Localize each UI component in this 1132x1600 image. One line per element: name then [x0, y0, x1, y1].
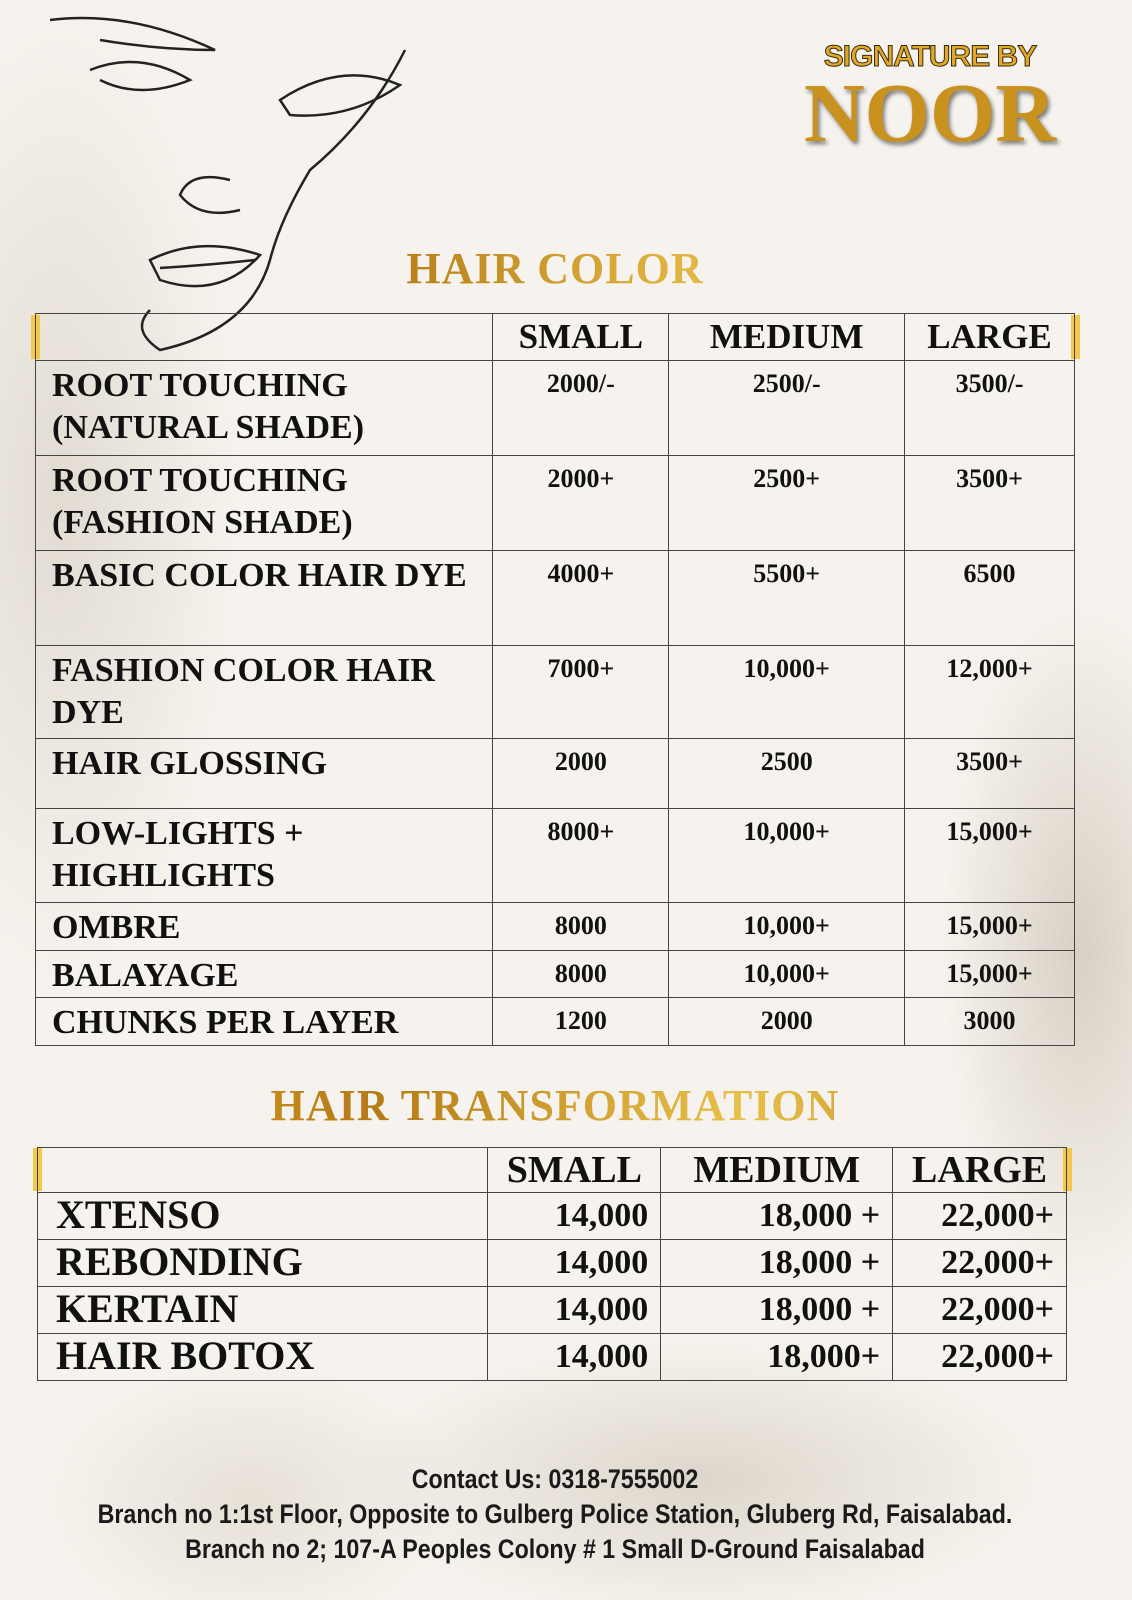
- table-header: SMALL MEDIUM LARGE: [34, 313, 1075, 361]
- price-medium: 18,000 +: [660, 1239, 894, 1287]
- table-row: ROOT TOUCHING (FASHION SHADE) 2000+ 2500+ 3…: [34, 455, 1075, 551]
- price-large: 3500+: [904, 738, 1075, 809]
- column-header-small: SMALL: [487, 1147, 662, 1193]
- service-name: HAIR BOTOX: [36, 1333, 489, 1381]
- price-large: 3000: [904, 997, 1075, 1046]
- service-name: ROOT TOUCHING (FASHION SHADE): [34, 455, 494, 551]
- price-large: 3500/-: [904, 360, 1075, 456]
- branch-1-address: Branch no 1:1st Floor, Opposite to Gulbe…: [97, 1499, 1013, 1529]
- price-medium: 2500/-: [668, 360, 906, 456]
- table-row: ROOT TOUCHING (NATURAL SHADE) 2000/- 2500/…: [34, 360, 1075, 456]
- price-medium: 2000: [668, 997, 906, 1046]
- price-small: 4000+: [492, 550, 670, 646]
- brand-logo: SIGNATURE BY NOOR: [785, 40, 1075, 190]
- service-name: REBONDING: [36, 1239, 489, 1287]
- table-row: CHUNKS PER LAYER 1200 2000 3000: [34, 997, 1075, 1046]
- header-empty: [36, 1147, 489, 1193]
- price-small: 7000+: [492, 645, 670, 739]
- accent-bar: [1063, 1148, 1072, 1191]
- accent-bar: [1071, 315, 1080, 359]
- table-row: LOW-LIGHTS + HIGHLIGHTS 8000+ 10,000+ 15,00…: [34, 808, 1075, 903]
- service-name: KERTAIN: [36, 1286, 489, 1334]
- table-row: KERTAIN 14,000 18,000 +22,000+: [36, 1286, 1067, 1334]
- column-header-large: LARGE: [904, 313, 1075, 361]
- price-medium: 2500+: [668, 455, 906, 551]
- price-small: 14,000: [487, 1192, 662, 1240]
- price-medium: 18,000 +: [660, 1286, 894, 1334]
- price-medium: 10,000+: [668, 950, 906, 998]
- table-row: FASHION COLOR HAIR DYE 7000+ 10,000+ 12,000…: [34, 645, 1075, 739]
- service-name: FASHION COLOR HAIR DYE: [34, 645, 494, 739]
- service-name: BASIC COLOR HAIR DYE: [34, 550, 494, 646]
- price-medium: 18,000+: [660, 1333, 894, 1381]
- service-name: OMBRE: [34, 902, 494, 951]
- price-small: 8000: [492, 902, 670, 951]
- price-medium: 10,000+: [668, 808, 906, 903]
- price-large: 12,000+: [904, 645, 1075, 739]
- footer: Contact Us: 0318-7555002 Branch no 1:1st…: [0, 1462, 1110, 1567]
- price-small: 14,000: [487, 1286, 662, 1334]
- price-large: 15,000+: [904, 808, 1075, 903]
- service-name: LOW-LIGHTS + HIGHLIGHTS: [34, 808, 494, 903]
- table-row: REBONDING 14,000 18,000 +22,000+: [36, 1239, 1067, 1287]
- table-header: SMALL MEDIUM LARGE: [36, 1147, 1067, 1193]
- price-large: 22,000+: [892, 1333, 1067, 1381]
- price-small: 8000: [492, 950, 670, 998]
- contact-number: Contact Us: 0318-7555002: [411, 1464, 699, 1494]
- price-small: 2000+: [492, 455, 670, 551]
- column-header-large: LARGE: [892, 1147, 1067, 1193]
- hair-transformation-title: HAIR TRANSFORMATION: [0, 1080, 1110, 1131]
- column-header-medium: MEDIUM: [668, 313, 906, 361]
- price-medium: 10,000+: [668, 645, 906, 739]
- price-large: 15,000+: [904, 902, 1075, 951]
- price-medium: 2500: [668, 738, 906, 809]
- service-name: CHUNKS PER LAYER: [34, 997, 494, 1046]
- price-large: 15,000+: [904, 950, 1075, 998]
- price-medium: 5500+: [668, 550, 906, 646]
- service-name: ROOT TOUCHING (NATURAL SHADE): [34, 360, 494, 456]
- price-small: 8000+: [492, 808, 670, 903]
- hair-color-title: HAIR COLOR: [0, 243, 1110, 294]
- price-large: 22,000+: [892, 1192, 1067, 1240]
- price-small: 14,000: [487, 1239, 662, 1287]
- price-large: 22,000+: [892, 1286, 1067, 1334]
- price-large: 22,000+: [892, 1239, 1067, 1287]
- service-name: XTENSO: [36, 1192, 489, 1240]
- brand-line2: NOOR: [804, 67, 1056, 160]
- column-header-medium: MEDIUM: [660, 1147, 894, 1193]
- table-row: HAIR BOTOX 14,000 18,000+ 22,000+: [36, 1333, 1067, 1381]
- table-row: OMBRE 8000 10,000+ 15,000+: [34, 902, 1075, 951]
- price-small: 14,000: [487, 1333, 662, 1381]
- price-large: 6500: [904, 550, 1075, 646]
- table-row: BASIC COLOR HAIR DYE 4000+ 5500+ 6500: [34, 550, 1075, 646]
- column-header-small: SMALL: [492, 313, 670, 361]
- table-row: XTENSO 14,000 18,000 +22,000+: [36, 1192, 1067, 1240]
- brand-line1: SIGNATURE BY: [823, 40, 1037, 74]
- face-line-art: [49, 16, 407, 352]
- price-small: 2000/-: [492, 360, 670, 456]
- price-small: 2000: [492, 738, 670, 809]
- price-medium: 18,000 +: [660, 1192, 894, 1240]
- service-name: HAIR GLOSSING: [34, 738, 494, 809]
- table-row: HAIR GLOSSING 2000 2500 3500+: [34, 738, 1075, 809]
- table-row: BALAYAGE 8000 10,000+ 15,000+: [34, 950, 1075, 998]
- price-medium: 10,000+: [668, 902, 906, 951]
- hair-transformation-table: SMALL MEDIUM LARGE XTENSO 14,000 18,000 +2…: [36, 1147, 1067, 1381]
- price-large: 3500+: [904, 455, 1075, 551]
- hair-color-table: SMALL MEDIUM LARGE ROOT TOUCHING (NATURA…: [34, 313, 1075, 1046]
- service-name: BALAYAGE: [34, 950, 494, 998]
- branch-2-address: Branch no 2; 107-A Peoples Colony # 1 Sm…: [185, 1534, 925, 1564]
- price-small: 1200: [492, 997, 670, 1046]
- header-empty: [34, 313, 494, 361]
